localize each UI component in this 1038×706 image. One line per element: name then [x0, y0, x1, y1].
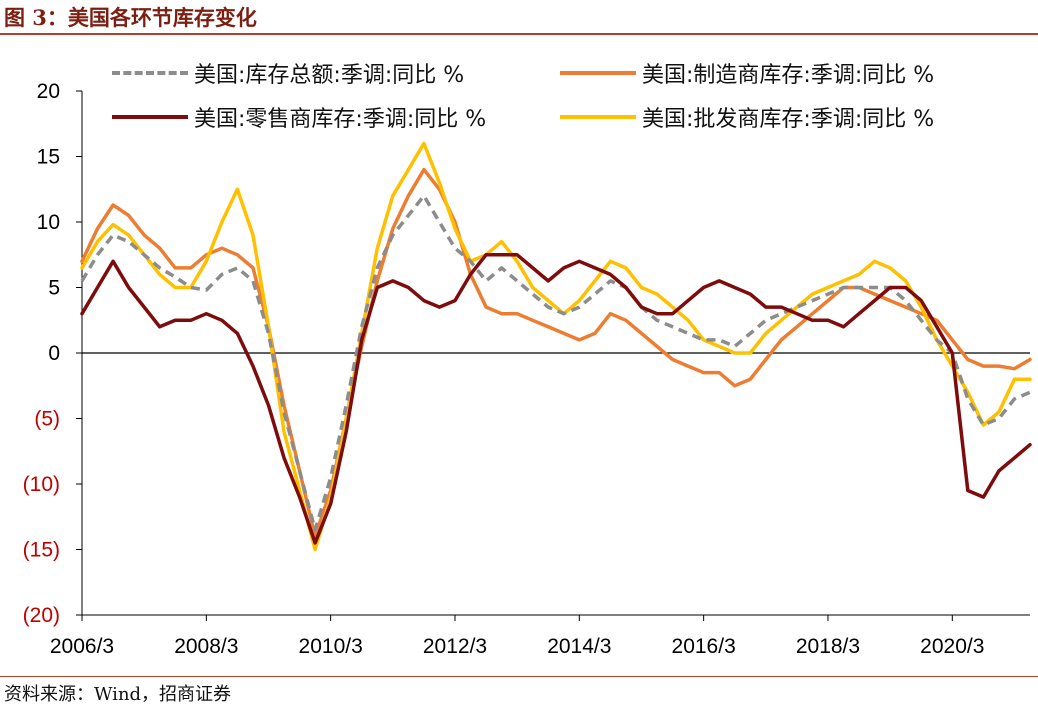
- legend-label: 美国:批发商库存:季调:同比 %: [642, 107, 935, 132]
- legend-label: 美国:零售商库存:季调:同比 %: [194, 107, 487, 132]
- x-axis: 2006/3 2008/3 2010/3 2012/3 2014/3 2016/3 2018…: [50, 352, 1030, 658]
- y-tick-label: (15): [23, 539, 60, 562]
- series-line-2: [80, 253, 1032, 545]
- series-line-1: [80, 167, 1032, 539]
- x-tick-label: 2008/3: [174, 635, 238, 658]
- title-rule: [0, 33, 1038, 35]
- series-layer: [80, 141, 1032, 552]
- legend-swatch: [560, 71, 636, 75]
- legend-item-2: 美国:零售商库存:季调:同比 %: [112, 106, 486, 132]
- legend-swatch: [560, 115, 636, 119]
- x-tick-label: 2006/3: [50, 635, 114, 658]
- legend-item-1: 美国:制造商库存:季调:同比 %: [560, 62, 934, 88]
- x-tick-label: 2012/3: [423, 635, 487, 658]
- y-tick-label: (20): [23, 604, 60, 627]
- y-tick-label: 15: [37, 146, 60, 169]
- legend-swatch: [112, 71, 188, 75]
- x-tick-label: 2010/3: [299, 635, 363, 658]
- y-tick-label: 0: [48, 342, 60, 365]
- series-line-0: [80, 194, 1031, 532]
- legend-swatch: [112, 115, 188, 119]
- legend-label: 美国:库存总额:季调:同比 %: [194, 63, 465, 88]
- x-tick-label: 2018/3: [796, 635, 860, 658]
- y-tick-label: 10: [37, 211, 60, 234]
- legend-item-3: 美国:批发商库存:季调:同比 %: [560, 106, 934, 132]
- x-tick-label: 2016/3: [672, 635, 736, 658]
- y-tick-label: 20: [37, 80, 60, 103]
- y-axis: 20 15 10 5 0 (5) (10) (15) (20): [23, 80, 83, 627]
- y-tick-label: (10): [23, 473, 60, 496]
- figure-title: 图 3：美国各环节库存变化: [4, 5, 257, 30]
- source-rule: [0, 676, 1038, 677]
- x-tick-label: 2020/3: [920, 635, 984, 658]
- y-tick-label: (5): [34, 408, 60, 431]
- source-note: 资料来源：Wind，招商证券: [4, 684, 232, 705]
- x-tick-label: 2014/3: [547, 635, 611, 658]
- y-tick-label: 5: [48, 277, 60, 300]
- series-line-3: [80, 141, 1032, 552]
- legend-item-0: 美国:库存总额:季调:同比 %: [112, 62, 464, 88]
- legend-label: 美国:制造商库存:季调:同比 %: [642, 63, 935, 88]
